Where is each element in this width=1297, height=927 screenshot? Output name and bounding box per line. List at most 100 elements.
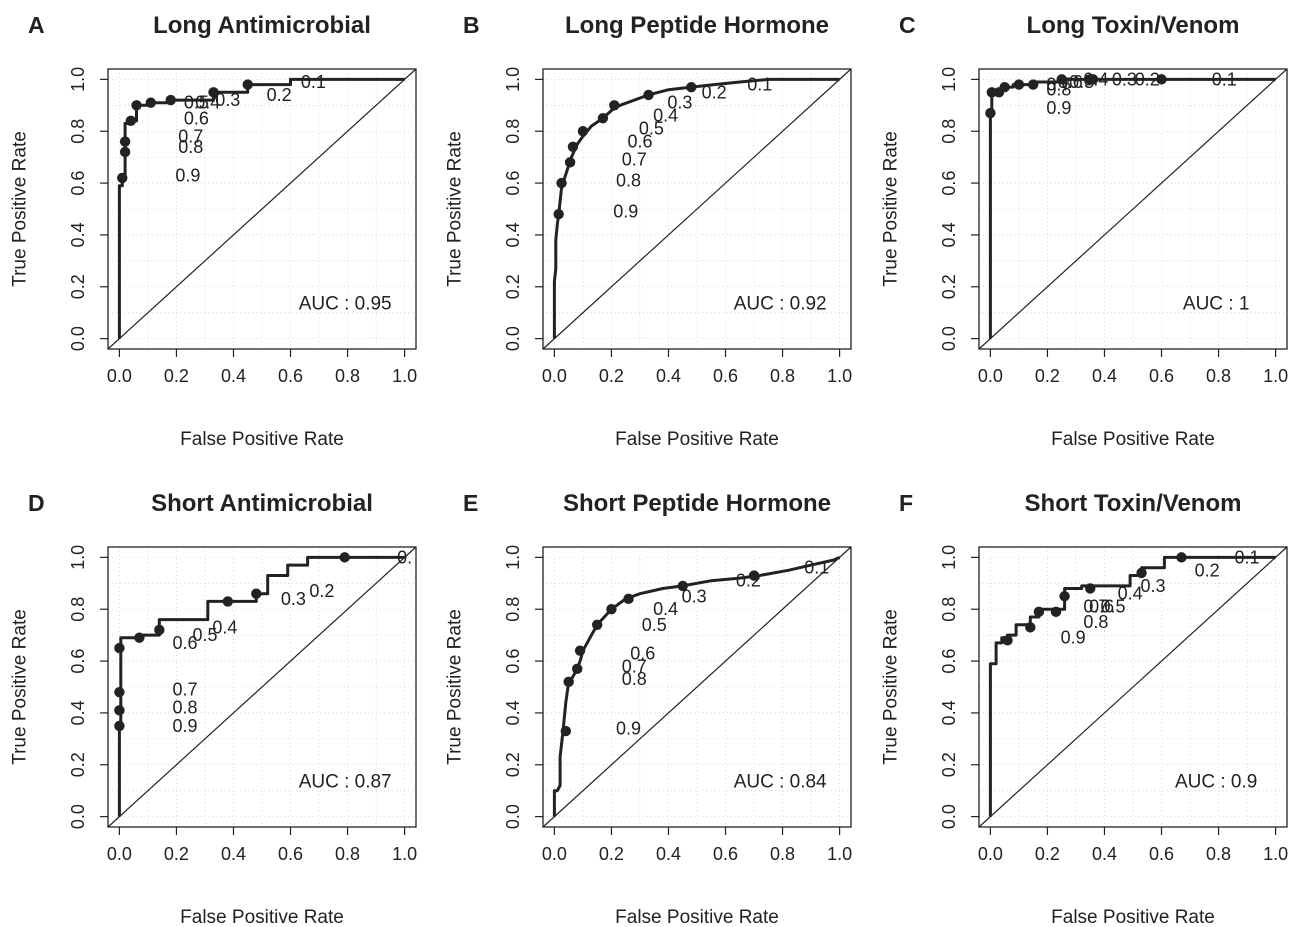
y-tick-label: 0.4 xyxy=(939,700,959,725)
threshold-label: 0.6 xyxy=(1089,597,1114,617)
panel-letter: B xyxy=(463,12,480,38)
threshold-label: 0.7 xyxy=(622,656,647,676)
threshold-label: 0.7 xyxy=(178,126,203,146)
y-tick-label: 1.0 xyxy=(503,545,523,570)
x-tick-label: 0.8 xyxy=(335,366,360,386)
y-axis-title: True Positive Rate xyxy=(445,131,466,287)
y-axis-title: True Positive Rate xyxy=(10,131,31,287)
x-tick-label: 0.6 xyxy=(1149,844,1174,864)
threshold-label: 0.3 xyxy=(667,93,692,113)
y-tick-label: 0.2 xyxy=(503,274,523,299)
threshold-label: 0.5 xyxy=(1069,72,1094,92)
x-tick-label: 0.6 xyxy=(713,366,738,386)
threshold-label: 0.7 xyxy=(1046,75,1071,95)
y-tick-label: 0.8 xyxy=(68,597,88,622)
threshold-label: 0.5 xyxy=(192,625,217,645)
cutoff-point xyxy=(1176,552,1187,563)
x-tick-label: 0.0 xyxy=(107,844,132,864)
x-tick-label: 0.2 xyxy=(1035,844,1060,864)
diagonal-line xyxy=(107,546,417,828)
threshold-label: 0.6 xyxy=(172,633,197,653)
diagonal-line xyxy=(107,68,417,350)
threshold-label: 0.9 xyxy=(172,716,197,736)
panel-letter: E xyxy=(463,490,478,516)
y-axis-title: True Positive Rate xyxy=(445,609,466,765)
y-tick-label: 0.0 xyxy=(939,326,959,351)
cutoff-point xyxy=(643,89,654,101)
threshold-label: 0.9 xyxy=(616,718,641,738)
x-tick-label: 0.2 xyxy=(164,844,189,864)
threshold-label: 0.5 xyxy=(1101,597,1126,617)
cutoff-point xyxy=(609,100,620,111)
x-axis-title: False Positive Rate xyxy=(615,907,779,927)
threshold-label: 0.2 xyxy=(1195,560,1220,580)
cutoff-point xyxy=(242,79,253,90)
x-tick-label: 0.0 xyxy=(978,366,1003,386)
cutoff-point xyxy=(686,81,697,93)
roc-panel-b: 0.0 0.2 0.4 0.6 0.8 1.00.00.20.40.60.81.0Fals… xyxy=(445,12,853,450)
panel-letter: F xyxy=(899,490,913,516)
cutoff-point xyxy=(623,593,634,605)
panel-title: Long Toxin/Venom xyxy=(1027,12,1240,39)
y-tick-label: 0.2 xyxy=(68,274,88,299)
cutoff-point xyxy=(1136,567,1147,579)
y-tick-label: 0.0 xyxy=(939,804,959,829)
cutoff-point xyxy=(134,632,145,643)
threshold-label: 0.4 xyxy=(212,617,237,637)
roc-panel-a: 0.0 0.2 0.4 0.6 0.8 1.00.00.20.40.60.81.0Fals… xyxy=(10,12,418,450)
cutoff-point xyxy=(1025,622,1036,633)
cutoff-point xyxy=(1002,635,1013,646)
panels: 0.0 0.2 0.4 0.6 0.8 1.0 0.0 0.2 0.4 0.6 0.8 1.0 Fals… xyxy=(10,12,1289,927)
cutoff-point xyxy=(1033,606,1045,618)
plot-frame xyxy=(978,68,1288,350)
threshold-label: 0.6 xyxy=(630,643,655,663)
threshold-label: 0.5 xyxy=(639,119,664,139)
x-axis-title: False Positive Rate xyxy=(1051,907,1215,927)
auc-label: AUC : 0.9 xyxy=(1175,772,1257,793)
y-tick-label: 0.4 xyxy=(503,700,523,725)
y-tick-label: 1.0 xyxy=(68,67,88,92)
diagonal-line xyxy=(978,68,1288,350)
threshold-label: 0.6 xyxy=(627,132,652,152)
cutoff-point xyxy=(560,725,572,737)
roc-curve xyxy=(117,555,405,817)
plot-frame xyxy=(107,546,417,828)
y-tick-label: 0.6 xyxy=(68,171,88,196)
x-tick-label: 0.4 xyxy=(656,366,681,386)
y-tick-label: 0.4 xyxy=(68,700,88,725)
y-tick-label: 0.6 xyxy=(939,171,959,196)
threshold-label: 0. xyxy=(397,547,412,567)
x-tick-label: 0.6 xyxy=(1149,366,1174,386)
y-tick-label: 0.8 xyxy=(939,597,959,622)
x-axis-title: False Positive Rate xyxy=(615,429,779,450)
cutoff-point xyxy=(1027,79,1039,90)
diagonal-line xyxy=(542,546,852,828)
threshold-label: 0.2 xyxy=(736,571,761,591)
x-tick-label: 0.2 xyxy=(1035,366,1060,386)
threshold-label: 0.4 xyxy=(653,599,678,619)
x-tick-label: 1.0 xyxy=(827,366,852,386)
cutoff-point xyxy=(567,141,579,152)
threshold-label: 0.3 xyxy=(281,589,306,609)
x-tick-label: 0.2 xyxy=(599,366,624,386)
cutoff-point xyxy=(574,645,586,656)
cutoff-point xyxy=(251,588,262,599)
cutoff-point xyxy=(145,97,156,108)
auc-label: AUC : 0.95 xyxy=(299,294,392,315)
y-tick-label: 0.4 xyxy=(503,222,523,247)
auc-label: AUC : 0.87 xyxy=(299,772,392,793)
roc-panel-e: 0.0 0.2 0.4 0.6 0.8 1.0 0.0 0.2 0.4 0.6 0.8 1.0 Fals… xyxy=(445,490,853,927)
cutoff-point xyxy=(553,208,564,220)
threshold-label: 0.6 xyxy=(1058,72,1083,92)
x-tick-label: 0.8 xyxy=(770,366,795,386)
y-tick-label: 0.6 xyxy=(68,649,88,674)
y-tick-label: 0.4 xyxy=(68,222,88,247)
y-tick-label: 0.0 xyxy=(503,804,523,829)
threshold-label: 0.1 xyxy=(301,72,326,92)
y-tick-label: 0.8 xyxy=(503,119,523,144)
threshold-label: 0.2 xyxy=(267,85,292,105)
threshold-label: 0.7 xyxy=(172,680,197,700)
x-axis-title: False Positive Rate xyxy=(1051,429,1215,450)
x-tick-label: 0.0 xyxy=(107,366,132,386)
y-tick-label: 0.2 xyxy=(68,752,88,777)
